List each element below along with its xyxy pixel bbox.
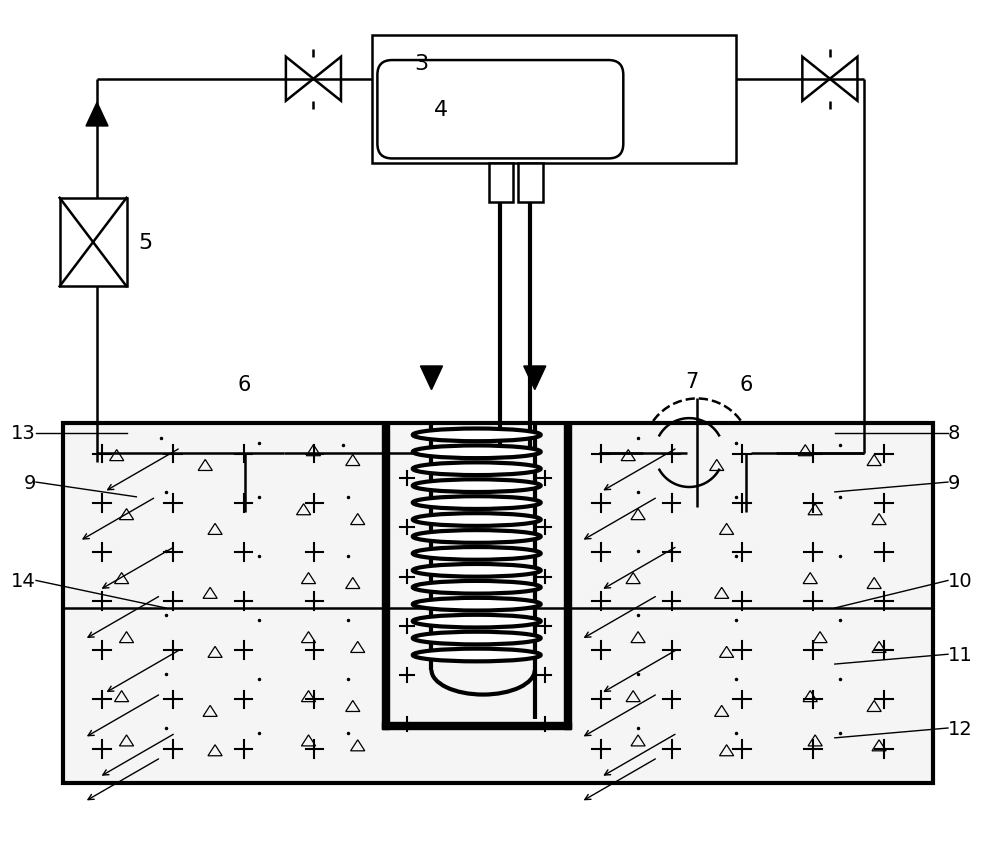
Ellipse shape [413, 615, 541, 628]
Text: 9: 9 [948, 473, 960, 492]
Ellipse shape [413, 548, 541, 560]
Bar [489, 164, 513, 202]
Ellipse shape [413, 496, 541, 509]
Polygon shape [286, 58, 313, 102]
Polygon shape [420, 367, 443, 390]
Ellipse shape [413, 446, 541, 459]
Text: 11: 11 [948, 645, 973, 664]
Text: 14: 14 [11, 572, 36, 590]
Bar [60, 199, 127, 287]
Bar [564, 424, 571, 729]
Ellipse shape [413, 479, 541, 492]
Text: 6: 6 [740, 374, 753, 394]
Polygon shape [524, 367, 546, 390]
Ellipse shape [413, 598, 541, 611]
Text: 6: 6 [238, 374, 251, 394]
Text: 10: 10 [948, 572, 973, 590]
Bar [518, 164, 543, 202]
Circle shape [643, 399, 751, 507]
Bar [382, 424, 389, 729]
Ellipse shape [413, 531, 541, 543]
Ellipse shape [413, 429, 541, 442]
Text: 9: 9 [24, 473, 36, 492]
Ellipse shape [413, 581, 541, 594]
Ellipse shape [413, 463, 541, 475]
Text: 13: 13 [11, 424, 36, 443]
Bar [729, 512, 764, 551]
Ellipse shape [413, 649, 541, 662]
FancyBboxPatch shape [377, 61, 623, 160]
Polygon shape [802, 58, 830, 102]
Bar [63, 424, 933, 783]
Text: 12: 12 [948, 719, 973, 738]
Polygon shape [830, 58, 857, 102]
Text: 8: 8 [948, 424, 960, 443]
Polygon shape [86, 103, 108, 127]
Ellipse shape [413, 565, 541, 577]
Bar [372, 37, 736, 164]
Polygon shape [313, 58, 341, 102]
Ellipse shape [413, 632, 541, 645]
Ellipse shape [413, 514, 541, 526]
Text: 5: 5 [138, 233, 153, 252]
Bar [227, 512, 262, 551]
Bar [382, 722, 571, 729]
Text: 4: 4 [434, 100, 448, 120]
Text: 3: 3 [415, 54, 429, 74]
Text: 7: 7 [686, 371, 699, 392]
